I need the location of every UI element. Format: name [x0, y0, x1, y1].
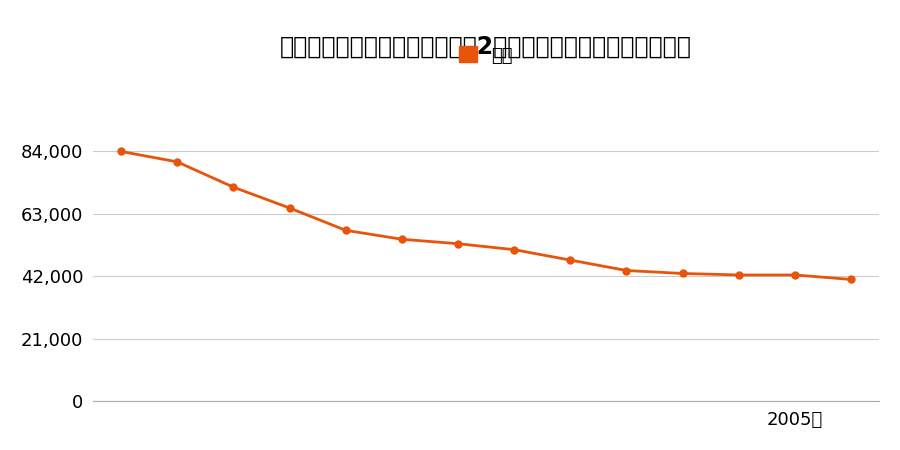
Title: 埼玉県北埼玉郡北川辺町陽光台2丁目８４３番１４８の地価満移: 埼玉県北埼玉郡北川辺町陽光台2丁目８４３番１４８の地価満移 [280, 34, 692, 58]
Legend: 価格: 価格 [452, 39, 520, 72]
